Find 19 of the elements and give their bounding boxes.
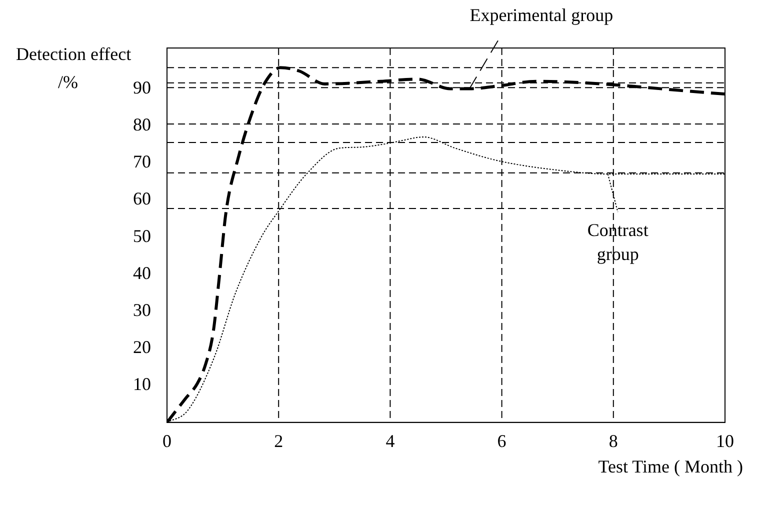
y-tick-label: 40 [133, 262, 151, 283]
y-tick-label: 50 [133, 226, 151, 246]
x-tick-label: 8 [608, 430, 618, 451]
y-tick-label: 70 [133, 152, 151, 172]
y-tick-label: 20 [133, 336, 151, 357]
y-tick-label: 30 [133, 300, 151, 320]
legend-label: Contrast group [587, 220, 648, 264]
x-tick-label: 4 [386, 430, 395, 451]
x-axis-title: Test Time ( Month ) [598, 456, 743, 476]
y-tick-label: 80 [133, 114, 151, 135]
x-tick-label: 0 [162, 430, 172, 451]
x-tick-label: 10 [716, 430, 734, 451]
y-tick-label: 10 [133, 374, 151, 394]
y-tick-label: 60 [133, 188, 151, 209]
y-axis-title: Detection effect /% [16, 44, 132, 92]
text: Experimental group [470, 4, 614, 25]
x-tick-label: 2 [274, 430, 284, 451]
y-tick-label: 90 [133, 78, 151, 98]
x-tick-label: 6 [497, 430, 506, 451]
